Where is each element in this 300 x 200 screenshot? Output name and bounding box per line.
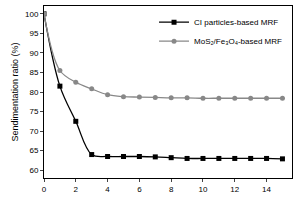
svg-text:75: 75 xyxy=(29,107,38,116)
svg-text:100: 100 xyxy=(25,10,39,19)
svg-text:60: 60 xyxy=(29,166,38,175)
svg-text:90: 90 xyxy=(29,49,38,58)
svg-text:CI particles-based MRF: CI particles-based MRF xyxy=(194,18,278,27)
svg-text:85: 85 xyxy=(29,68,38,77)
svg-text:Sendimentation ratio (%): Sendimentation ratio (%) xyxy=(10,42,20,141)
svg-text:80: 80 xyxy=(29,88,38,97)
svg-text:70: 70 xyxy=(29,127,38,136)
svg-text:6: 6 xyxy=(137,185,142,194)
svg-text:95: 95 xyxy=(29,29,38,38)
svg-text:12: 12 xyxy=(230,185,239,194)
svg-text:4: 4 xyxy=(105,185,110,194)
svg-text:8: 8 xyxy=(169,185,174,194)
svg-text:MoS₂/Fe₃O₄-based MRF: MoS₂/Fe₃O₄-based MRF xyxy=(194,37,282,46)
svg-text:2: 2 xyxy=(74,185,79,194)
svg-text:65: 65 xyxy=(29,146,38,155)
svg-text:10: 10 xyxy=(199,185,208,194)
svg-text:0: 0 xyxy=(42,185,47,194)
svg-text:14: 14 xyxy=(262,185,271,194)
